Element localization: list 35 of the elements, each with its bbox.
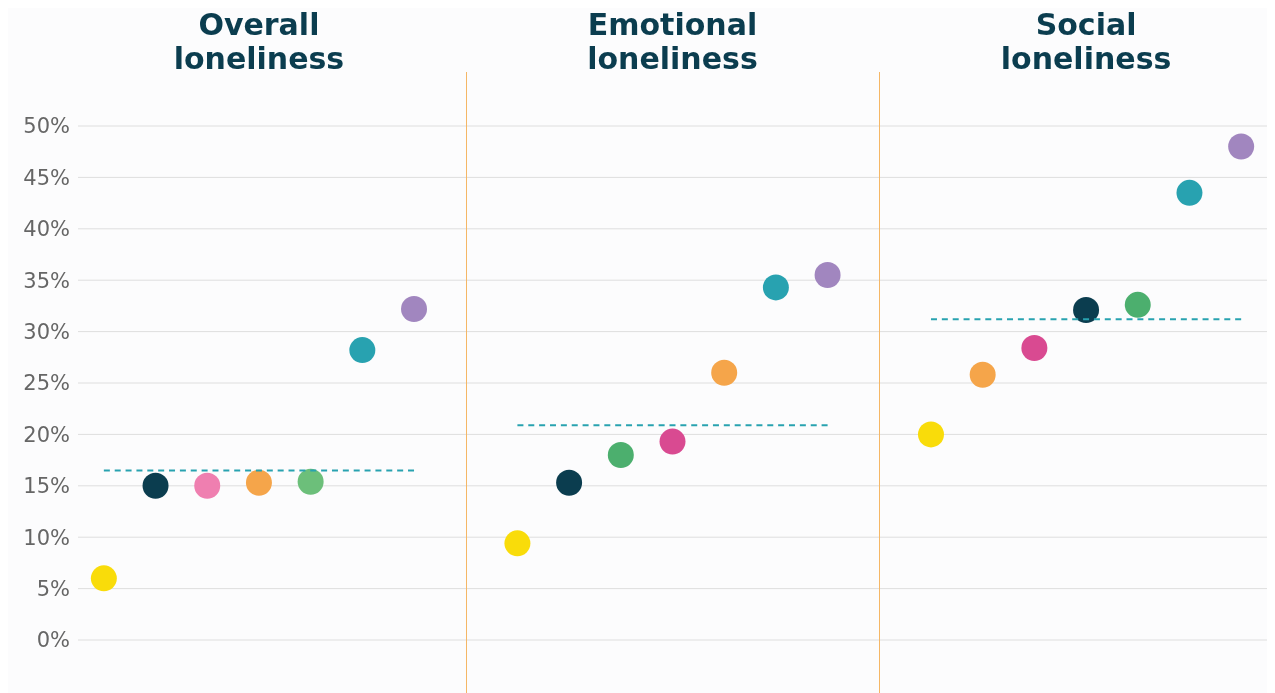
point [1228, 133, 1255, 160]
point [142, 472, 169, 499]
point [1124, 291, 1151, 318]
point [1021, 335, 1048, 362]
point [504, 530, 531, 557]
y-tick-label: 0% [36, 628, 70, 653]
point [245, 469, 272, 496]
point [194, 472, 221, 499]
y-tick-label: 35% [23, 268, 70, 293]
point [917, 421, 944, 448]
y-tick-label: 20% [23, 422, 70, 447]
text: Social loneliness [999, 7, 1173, 76]
y-tick-label: 25% [23, 371, 70, 396]
text: Overall loneliness [172, 7, 346, 76]
point [762, 274, 789, 301]
text: Emotional loneliness [586, 7, 759, 76]
point [659, 428, 686, 455]
y-tick-label: 40% [23, 217, 70, 242]
point [297, 468, 324, 495]
point [1073, 297, 1100, 324]
y-tick-label: 50% [23, 114, 70, 139]
point [1176, 179, 1203, 206]
point [814, 262, 841, 289]
y-tick-label: 45% [23, 165, 70, 190]
point [969, 361, 996, 388]
point [401, 295, 428, 322]
point [711, 359, 738, 386]
y-tick-label: 5% [36, 577, 70, 602]
point [556, 469, 583, 496]
point [349, 337, 376, 364]
y-tick-label: 15% [23, 474, 70, 499]
point [90, 565, 117, 592]
y-tick-label: 10% [23, 525, 70, 550]
point [607, 441, 634, 468]
y-tick-label: 30% [23, 320, 70, 345]
